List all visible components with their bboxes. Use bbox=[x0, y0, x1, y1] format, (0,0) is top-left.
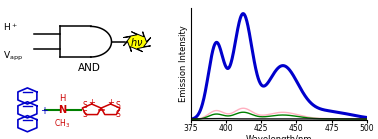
Text: H$^+$: H$^+$ bbox=[3, 22, 17, 33]
Text: +: + bbox=[88, 98, 95, 107]
Text: N: N bbox=[58, 105, 67, 115]
Text: +: + bbox=[40, 106, 48, 116]
Text: $h\nu$: $h\nu$ bbox=[130, 36, 144, 48]
Y-axis label: Emission Intensity: Emission Intensity bbox=[179, 26, 188, 102]
Text: V$_{\rm app}$: V$_{\rm app}$ bbox=[3, 50, 23, 63]
Text: H: H bbox=[59, 94, 65, 103]
Text: S: S bbox=[115, 101, 120, 110]
Text: S: S bbox=[115, 110, 120, 119]
Text: S: S bbox=[82, 110, 87, 119]
Text: +: + bbox=[107, 98, 114, 107]
Text: S: S bbox=[82, 101, 87, 110]
Text: AND: AND bbox=[78, 63, 101, 73]
X-axis label: Wavelength/nm: Wavelength/nm bbox=[246, 136, 312, 139]
Polygon shape bbox=[123, 32, 151, 52]
Text: CH$_3$: CH$_3$ bbox=[54, 117, 70, 130]
